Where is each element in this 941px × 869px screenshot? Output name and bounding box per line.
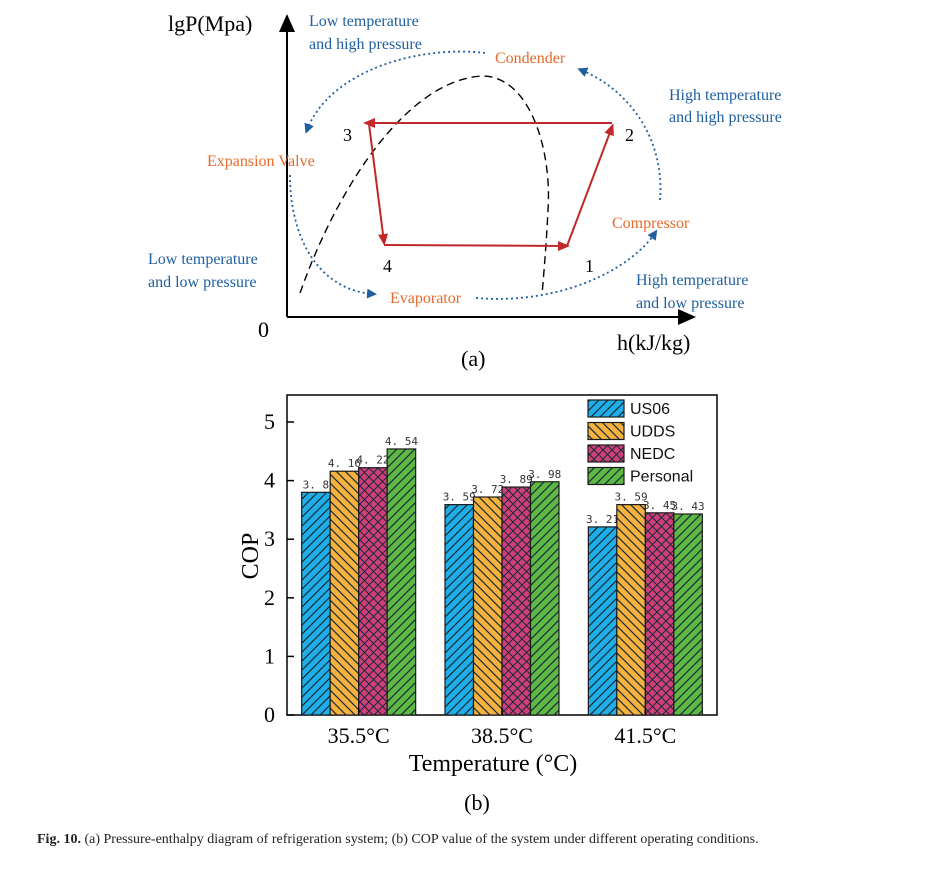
flow-arrow-compressor [577,67,662,201]
y-tick-label: 3 [264,526,275,551]
legend-label-udds: UDDS [630,424,675,441]
x-axis-ticks: 35.5°C 38.5°C 41.5°C [328,708,676,748]
y-tick-label: 5 [264,409,275,434]
bar-udds [329,470,360,716]
bar-value-label: 4. 16 [328,457,361,470]
caption-label: Fig. 10. [37,832,81,847]
legend-label-personal: Personal [630,469,693,486]
state-tl-line2: and high pressure [309,36,422,53]
cycle-compression [566,123,614,247]
x-axis-title: Temperature (°C) [409,751,578,777]
point-label-4: 4 [383,256,392,276]
y-tick-label: 4 [264,468,275,493]
bar-value-label: 3. 45 [643,499,676,512]
bar-nedc [501,486,532,716]
bar-value-label: 3. 59 [443,491,476,504]
state-br-line1: High temperature [636,272,748,289]
point-label-3: 3 [343,125,352,145]
flow-arrow-condenser [304,50,486,134]
point-label-2: 2 [625,125,634,145]
panel-label-a: (a) [461,346,485,371]
bar-value-label: 3. 72 [471,483,504,496]
state-tl-line1: Low temperature [309,13,419,30]
evaporator-label: Evaporator [390,290,462,307]
flow-arrow-expansion [289,174,377,299]
bar-us06 [444,504,475,716]
legend: US06 UDDS NEDC Personal [587,399,693,486]
caption-text: (a) Pressure-enthalpy diagram of refrige… [84,832,759,847]
bar-nedc [644,512,675,716]
flow-arrows [289,50,662,300]
state-tr-line1: High temperature [669,87,781,104]
condender-label: Condender [495,50,566,67]
bar-value-label: 3. 43 [672,500,705,513]
expansion-valve-label: Expansion Valve [207,153,315,170]
bar-personal [673,513,703,716]
figure-canvas: lgP(Mpa) h(kJ/kg) 0 (a) 1 2 3 4 Condende… [148,11,782,815]
diagram-a: lgP(Mpa) h(kJ/kg) 0 (a) 1 2 3 4 Condende… [148,11,782,371]
saturation-dome [299,75,550,296]
legend-label-us06: US06 [630,401,670,418]
point-label-1: 1 [585,256,594,276]
bar-value-label: 4. 54 [385,435,418,448]
origin-label: 0 [258,317,269,342]
cycle-evaporation [383,240,570,251]
bar-value-label: 3. 89 [500,473,533,486]
y-tick-label: 0 [264,702,275,727]
bar-value-label: 4. 22 [356,454,389,467]
legend-swatch-udds [587,421,625,441]
panel-label-b: (b) [464,790,490,815]
y-axis-ticks: 0 1 2 3 4 5 [264,409,294,727]
legend-swatch-nedc [587,444,625,463]
cycle-expansion [368,123,388,246]
bar-personal [386,448,417,716]
bars: 3. 84. 164. 224. 543. 593. 723. 893. 983… [301,435,705,716]
bar-udds [472,496,503,716]
state-br-line2: and low pressure [636,295,744,312]
compressor-label: Compressor [612,215,690,232]
figure-caption: Fig. 10. (a) Pressure-enthalpy diagram o… [37,832,917,848]
bar-value-label: 3. 21 [586,513,619,526]
legend-swatch-us06 [587,399,625,418]
x-tick-label: 35.5°C [328,723,390,748]
bar-value-label: 3. 59 [615,491,648,504]
flow-arrow-evaporator [475,229,658,300]
state-bl-line2: and low pressure [148,274,256,291]
y-axis-title: COP [238,533,264,580]
x-tick-label: 41.5°C [614,723,676,748]
bar-value-label: 3. 8 [303,478,330,491]
bar-us06 [301,491,331,716]
state-labels: Low temperature and high pressure High t… [148,13,782,312]
legend-swatch-personal [587,466,625,486]
bar-nedc [358,467,388,716]
x-axis-label: h(kJ/kg) [617,330,690,355]
bar-us06 [587,526,618,716]
state-tr-line2: and high pressure [669,109,782,126]
refrigeration-cycle [363,118,614,251]
y-axis-label: lgP(Mpa) [168,11,252,36]
y-tick-label: 2 [264,585,275,610]
state-bl-line1: Low temperature [148,251,258,268]
bar-value-label: 3. 98 [528,468,561,481]
x-tick-label: 38.5°C [471,723,533,748]
y-tick-label: 1 [264,643,275,668]
legend-label-nedc: NEDC [630,446,675,463]
bar-udds [616,504,646,716]
bar-personal [529,481,560,716]
